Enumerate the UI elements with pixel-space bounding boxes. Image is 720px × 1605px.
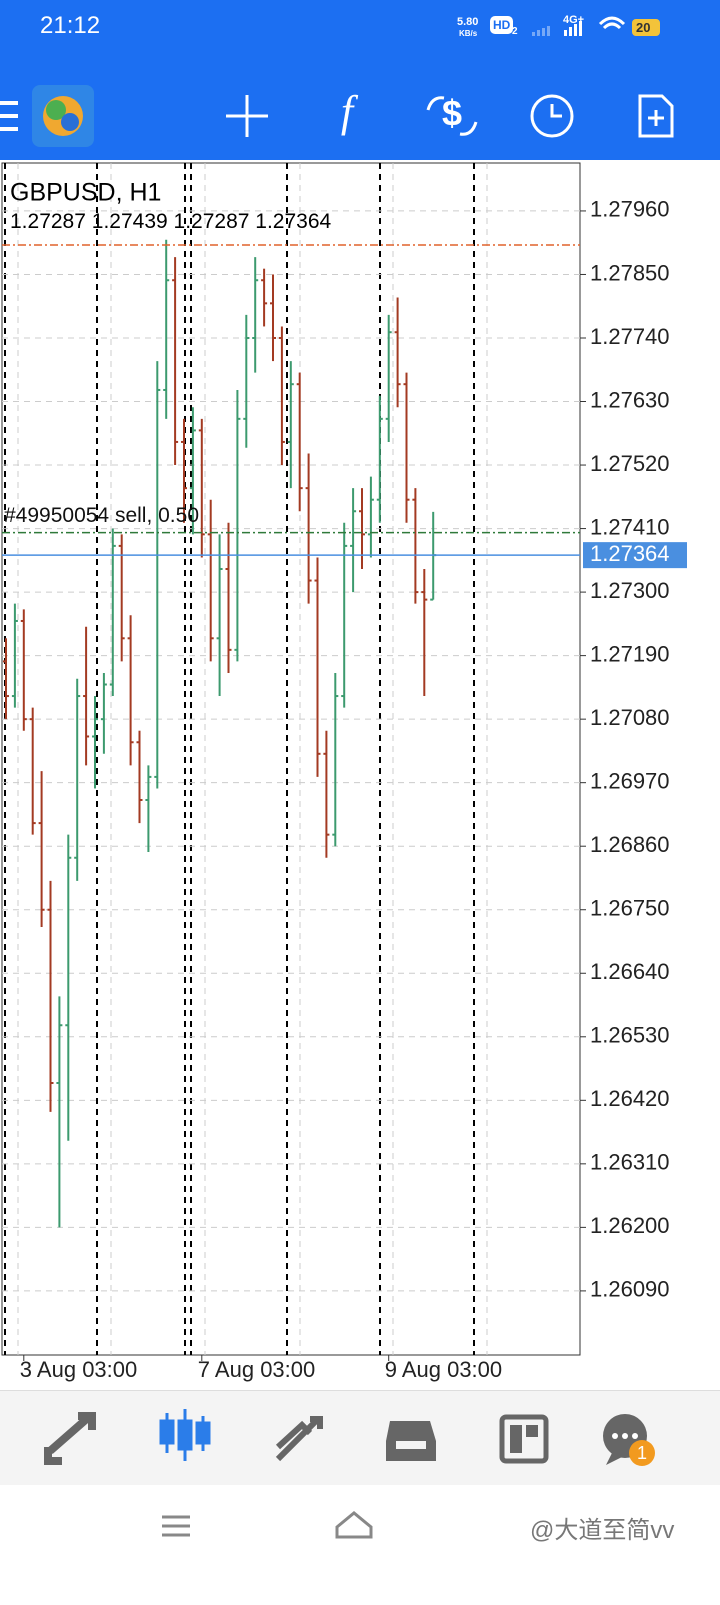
y-tick-label: 1.27080 [590, 705, 670, 730]
y-tick-label: 1.27630 [590, 387, 670, 412]
indicators-icon[interactable]: f [341, 87, 359, 136]
net-speed-unit: KB/s [459, 29, 478, 38]
ohlc-high: 1.27439 [92, 210, 168, 233]
y-tick-label: 1.27300 [590, 578, 670, 603]
bottom-nav-icons: 1 [44, 1409, 655, 1466]
chart: GBPUSD, H1 1.27287 1.27439 1.27287 1.273… [1, 162, 687, 1382]
period-icon[interactable] [530, 94, 574, 138]
y-tick-label: 1.27520 [590, 451, 670, 476]
new-chart-icon[interactable] [638, 94, 674, 138]
crosshair-icon[interactable] [226, 95, 268, 137]
chart-tab[interactable] [159, 1409, 211, 1461]
sim-number: 2 [512, 26, 518, 37]
chat-badge: 1 [637, 1443, 647, 1463]
current-price-label: 1.27364 [590, 541, 670, 566]
app-bar: 21:12 5.80 KB/s HD 2 4G+ 20 f $ [0, 0, 720, 160]
order-label: #49950054 sell, 0.50 [4, 504, 199, 527]
menu-icon[interactable] [0, 101, 18, 131]
toolbar-icons: f $ [0, 16, 674, 147]
bottom-nav: 1 [0, 1390, 720, 1486]
news-tab[interactable] [499, 1414, 549, 1464]
current-price-box [583, 542, 687, 569]
plot-area [1, 162, 581, 1356]
ohlc-close: 1.27364 [255, 210, 331, 233]
history-tab[interactable] [386, 1421, 436, 1461]
y-tick-label: 1.26200 [590, 1213, 670, 1238]
x-grid [17, 163, 488, 1355]
trade-tab[interactable] [275, 1416, 323, 1462]
ohlc-low: 1.27287 [174, 210, 250, 233]
system-nav: @大道至简vv [0, 1485, 720, 1600]
ohlc-open: 1.27287 [10, 210, 86, 233]
x-tick-label: 9 Aug 03:00 [385, 1357, 502, 1382]
y-tick-label: 1.27410 [590, 514, 670, 539]
wifi [598, 16, 626, 30]
battery: 20 [632, 19, 661, 36]
y-tick-label: 1.27960 [590, 197, 670, 222]
y-tick-label: 1.26640 [590, 959, 670, 984]
watermark: @大道至简vv [530, 1517, 675, 1544]
y-tick-label: 1.26750 [590, 896, 670, 921]
y-tick-label: 1.26420 [590, 1086, 670, 1111]
x-tick-label: 3 Aug 03:00 [20, 1357, 137, 1382]
ohlc-header: 1.27287 1.27439 1.27287 1.27364 [10, 210, 332, 233]
home[interactable] [335, 1511, 373, 1539]
status-time: 21:12 [40, 12, 101, 39]
day-separators [4, 163, 475, 1355]
y-tick-label: 1.27850 [590, 260, 670, 285]
x-tick-label: 7 Aug 03:00 [198, 1357, 315, 1382]
system-nav-icons [162, 1511, 373, 1539]
chat-tab[interactable] [603, 1414, 655, 1466]
net-speed: 5.80 [457, 16, 479, 28]
trade-icon[interactable]: $ [442, 93, 462, 134]
y-tick-label: 1.26310 [590, 1150, 670, 1175]
y-tick-label: 1.26970 [590, 768, 670, 793]
network-type: 4G+ [563, 14, 585, 26]
y-tick-label: 1.26530 [590, 1023, 670, 1048]
y-tick-label: 1.27190 [590, 641, 670, 666]
quotes-tab[interactable] [44, 1412, 96, 1465]
recent-apps[interactable] [162, 1515, 190, 1537]
y-tick-label: 1.27740 [590, 324, 670, 349]
y-tick-label: 1.26090 [590, 1277, 670, 1302]
y-tick-label: 1.26860 [590, 832, 670, 857]
symbol: GBPUSD, H1 [10, 179, 161, 207]
hd-icon: HD [490, 16, 514, 34]
signal [532, 21, 582, 36]
